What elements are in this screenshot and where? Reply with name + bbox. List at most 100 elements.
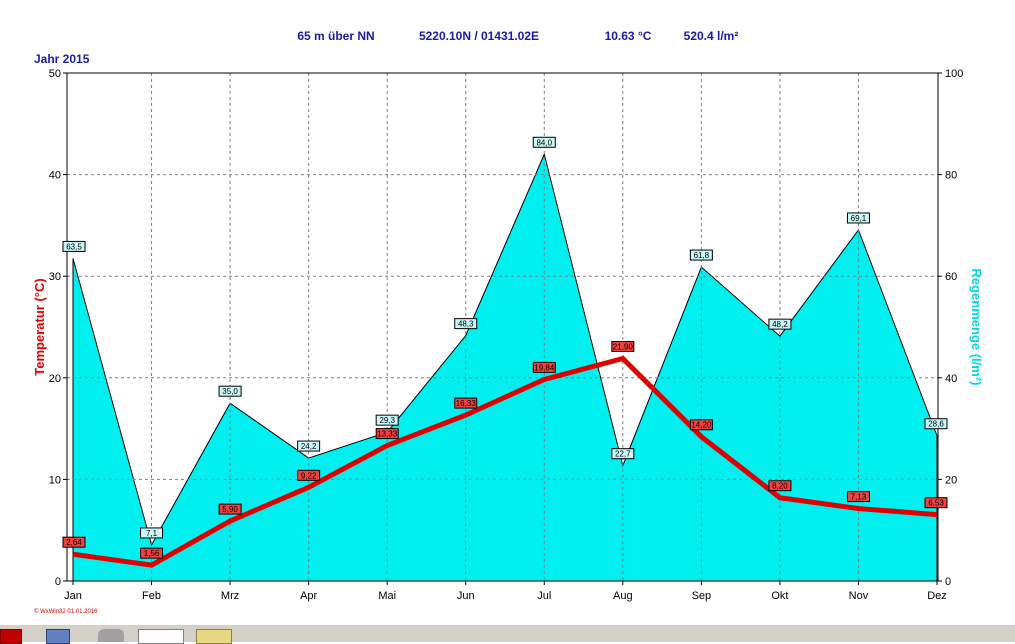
credit-text: © WxWin32 01.01.2016 [34, 608, 98, 615]
rain-data-label-box [218, 385, 242, 397]
temp-data-label-text: 7,13 [851, 493, 867, 502]
data-label-layer: 63,5 7,1 35,0 24,2 29,3 48,3 84,0 22,7 61,8 48,2 6… [62, 136, 948, 559]
temp-data-label-text: 13,33 [377, 430, 398, 439]
weather-icon[interactable] [138, 629, 184, 644]
rain-data-label-text: 28,6 [928, 420, 944, 429]
temp-data-label-text: 14,20 [691, 421, 712, 430]
temp-data-label-box [924, 497, 948, 509]
temp-data-label-box [846, 491, 870, 503]
folder-icon[interactable] [46, 629, 70, 644]
temp-data-label: 16,33 [454, 397, 478, 409]
rain-data-label-box [375, 414, 399, 426]
temp-data-label-text: 21,90 [613, 342, 634, 351]
rain-data-label-text: 84,0 [536, 138, 552, 147]
y-tick-label: 30 [49, 271, 61, 283]
rain-area [72, 152, 938, 582]
rain-data-label: 48,3 [454, 318, 478, 330]
temp-data-label: 7,13 [846, 491, 870, 503]
rain-data-label: 35,0 [218, 385, 242, 397]
rain-data-label-text: 24,2 [301, 442, 317, 451]
grid-layer [67, 73, 938, 581]
temp-data-label-text: 9,22 [301, 471, 317, 480]
rain-data-label-text: 61,8 [694, 251, 710, 260]
x-tick-label: Jun [457, 590, 475, 602]
x-tick-label: Okt [771, 590, 788, 602]
header-coordinates: 5220.10N / 01431.02E [419, 29, 539, 43]
temperature-line [72, 355, 938, 568]
temp-data-label-box [454, 397, 478, 409]
temp-data-label-text: 19,84 [534, 363, 555, 372]
temp-data-label: 2,64 [62, 536, 86, 548]
x-tick-label: Mai [378, 590, 396, 602]
x-tick-label: Jan [64, 590, 82, 602]
x-tick-label: Mrz [221, 590, 239, 602]
x-tick-label: Feb [142, 590, 161, 602]
gear-icon[interactable] [98, 629, 124, 642]
rain-data-label-box [611, 448, 635, 460]
temp-data-label-box [140, 547, 164, 559]
temp-data-label: 9,22 [297, 469, 321, 481]
temp-data-label-text: 5,90 [222, 505, 238, 514]
taskbar [0, 624, 1015, 644]
temp-data-label-box [218, 503, 242, 515]
rain-data-label: 69,1 [846, 212, 870, 224]
y2-axis-title: Regenmenge (l/m²) [969, 268, 984, 385]
temp-data-label: 21,90 [611, 340, 635, 352]
y2-tick-label: 80 [945, 170, 957, 182]
x-tick-label: Aug [613, 590, 633, 602]
temp-data-label: 8,20 [768, 480, 792, 492]
y2-tick-label: 40 [945, 373, 957, 385]
temperature-line-layer [72, 355, 938, 568]
rain-data-label-box [297, 440, 321, 452]
rain-data-label: 22,7 [611, 448, 635, 460]
year-label: Jahr 2015 [34, 52, 90, 66]
header-mean-temperature: 10.63 °C [605, 29, 652, 43]
temp-data-label-text: 16,33 [456, 399, 477, 408]
rain-data-label-text: 29,3 [379, 416, 395, 425]
tools-icon[interactable] [196, 629, 232, 644]
y2-tick-label: 60 [945, 271, 957, 283]
rain-data-label-text: 48,2 [772, 320, 788, 329]
y-tick-label: 50 [49, 68, 61, 80]
y2-tick-label: 20 [945, 474, 957, 486]
temp-data-label: 6,53 [924, 497, 948, 509]
temp-data-label: 5,90 [218, 503, 242, 515]
temp-data-label-box [768, 480, 792, 492]
temp-data-label-box [689, 419, 713, 431]
rain-data-label: 24,2 [297, 440, 321, 452]
rain-data-label-text: 22,7 [615, 450, 631, 459]
app-icon[interactable] [0, 629, 22, 644]
temp-data-label-text: 6,53 [928, 499, 944, 508]
y-tick-label: 0 [55, 576, 61, 588]
x-tick-label: Jul [537, 590, 551, 602]
x-tick-label: Sep [692, 590, 712, 602]
rain-data-label-text: 63,5 [66, 242, 82, 251]
rain-data-label: 28,6 [924, 418, 948, 430]
header-total-rain: 520.4 l/m² [684, 29, 739, 43]
y2-tick-label: 100 [945, 68, 963, 80]
rain-data-label-box [532, 136, 556, 148]
rain-data-label-box [140, 527, 164, 539]
rain-data-label: 84,0 [532, 136, 556, 148]
rain-data-label-text: 69,1 [851, 214, 867, 223]
rain-data-label: 63,5 [62, 240, 86, 252]
x-tick-label: Apr [300, 590, 317, 602]
y-tick-label: 20 [49, 373, 61, 385]
rain-data-label: 7,1 [140, 527, 164, 539]
rain-data-label-box [454, 318, 478, 330]
rain-data-label-box [62, 240, 86, 252]
rain-data-label-text: 7,1 [146, 529, 158, 538]
plot-frame [66, 72, 939, 582]
rain-data-label-box [846, 212, 870, 224]
y2-tick-label: 0 [945, 576, 951, 588]
temp-data-label-text: 1,56 [144, 549, 160, 558]
temp-data-label-box [297, 469, 321, 481]
header-altitude: 65 m über NN [297, 29, 374, 43]
y-axis-title: Temperatur (°C) [32, 278, 47, 375]
rain-data-label: 29,3 [375, 414, 399, 426]
x-tick-label: Nov [849, 590, 869, 602]
y-tick-label: 40 [49, 170, 61, 182]
temp-data-label: 1,56 [140, 547, 164, 559]
tick-label-layer: Jan Feb Mrz Apr Mai Jun Jul Aug Sep Okt Nov Dez 0 10 2… [49, 68, 964, 602]
